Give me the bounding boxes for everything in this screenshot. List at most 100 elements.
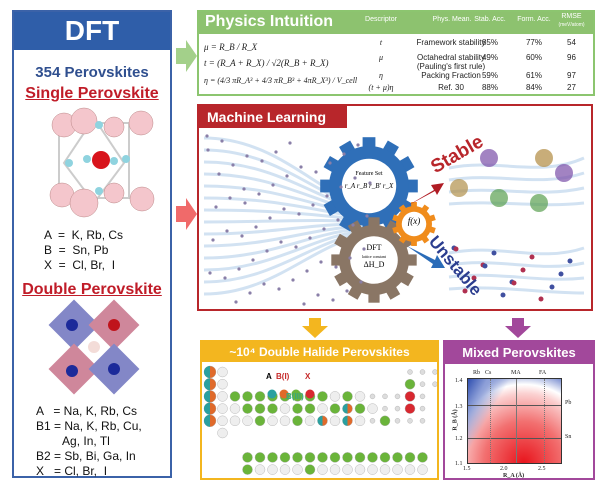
unstable-structure	[520, 267, 526, 273]
element-dot	[369, 418, 376, 424]
x-tick: 2.5	[538, 466, 546, 472]
data-point	[211, 238, 215, 242]
data-point	[325, 194, 329, 198]
ml-flow-illustration	[203, 134, 585, 306]
legend-dot	[291, 389, 301, 399]
physics-title: Physics Intuition	[205, 13, 334, 30]
y-tick: 1.3	[455, 404, 463, 410]
gear-feature-set-title: Feature Set	[355, 171, 383, 177]
element-dot	[229, 415, 241, 426]
element-dot	[279, 452, 291, 463]
element-dot	[329, 403, 341, 414]
element-dot	[317, 452, 328, 463]
element-dot	[329, 464, 341, 475]
unstable-structure	[538, 296, 544, 302]
header-descriptor: Descriptor	[365, 16, 397, 23]
data-point	[271, 183, 275, 187]
data-point	[362, 247, 366, 251]
element-dot	[354, 464, 366, 475]
element-dot	[329, 415, 341, 426]
element-dot	[242, 415, 253, 426]
element-dot	[242, 452, 253, 463]
element-dot	[404, 464, 416, 475]
cell-stab: 85%	[481, 38, 498, 47]
element-dot	[432, 381, 438, 387]
cell-rmse: 54	[567, 38, 576, 47]
data-point	[353, 176, 357, 180]
arrow-down-yellow-icon	[302, 318, 328, 338]
cell-stab: 49%	[481, 53, 498, 62]
double-perovskite-structure	[48, 299, 140, 395]
perovskite-count: 354 Perovskites	[35, 64, 149, 81]
element-dot	[419, 418, 426, 424]
element-dot	[217, 427, 228, 439]
y-axis-label: R_B (Å)	[452, 409, 459, 431]
element-dot	[279, 415, 291, 426]
element-dot	[254, 415, 266, 426]
stable-stream	[448, 186, 585, 194]
cell-stab: 59%	[481, 71, 498, 80]
element-dot	[254, 464, 266, 475]
legend-x: X	[305, 372, 311, 381]
element-dot	[304, 415, 316, 426]
element-b1-cont: Ag, In, Tl	[36, 434, 110, 448]
element-dot	[404, 403, 416, 414]
unstable-structure	[453, 246, 459, 252]
element-dot	[379, 464, 391, 475]
unstable-structure	[549, 284, 555, 290]
element-dot	[217, 415, 228, 426]
x-tick: 2.0	[500, 466, 508, 472]
cell-form: 84%	[525, 83, 542, 92]
element-dot	[367, 464, 378, 475]
element-dot	[304, 452, 316, 463]
element-dot	[279, 403, 291, 414]
right-label-pb: Pb	[565, 400, 572, 406]
stable-structure	[530, 194, 548, 212]
element-dot	[382, 405, 388, 412]
element-dot	[407, 418, 413, 424]
data-point	[274, 150, 278, 154]
unstable-arrow-icon	[407, 246, 445, 268]
element-dot	[254, 452, 266, 463]
cell-form: 60%	[525, 53, 542, 62]
data-point	[257, 192, 261, 196]
ml-title: Machine Learning	[199, 106, 347, 128]
unstable-structure	[482, 263, 488, 269]
element-dot	[292, 403, 303, 414]
element-dot	[267, 415, 278, 426]
header-form: Form. Acc.	[517, 16, 551, 23]
data-point	[311, 203, 315, 207]
element-b2: B2 = Sb, Bi, Ga, In	[36, 449, 136, 463]
element-dot	[354, 452, 366, 463]
element-dot	[317, 403, 328, 414]
top-label-fa: FA	[539, 370, 547, 376]
element-dot	[392, 464, 403, 475]
cell-form: 77%	[525, 38, 542, 47]
x-tick: 1.5	[463, 466, 471, 472]
unstable-structure	[567, 258, 573, 264]
unstable-structure	[462, 288, 468, 294]
dft-gear-icon	[331, 217, 417, 303]
legend-a: A	[266, 372, 272, 381]
gear-dft-var: ΔH_D	[363, 260, 385, 269]
element-dot	[379, 415, 391, 426]
data-point	[242, 187, 246, 191]
single-perovskite-structure	[49, 107, 155, 218]
data-point	[282, 207, 286, 211]
data-point	[342, 152, 346, 156]
data-point	[368, 181, 372, 185]
stable-structure	[490, 189, 508, 207]
data-point	[308, 236, 312, 240]
header-rmse: RMSE	[561, 13, 582, 20]
element-dot	[342, 464, 353, 475]
element-b1: B1 = Na, K, Rb, Cu,	[36, 419, 142, 433]
element-dot	[354, 391, 366, 402]
element-dot	[417, 464, 428, 475]
element-dot	[267, 452, 278, 463]
header-meaning: Phys. Mean.	[432, 16, 472, 23]
element-dot	[304, 464, 316, 475]
data-point	[206, 148, 210, 152]
cell-descriptor: (t + μ)η	[368, 83, 394, 92]
data-point	[245, 154, 249, 158]
element-dot	[254, 403, 266, 414]
